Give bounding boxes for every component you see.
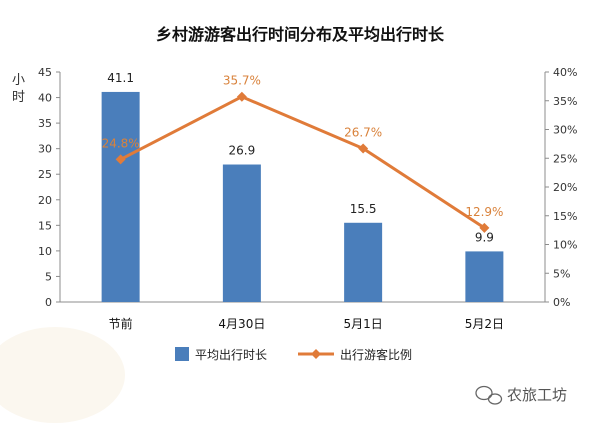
left-tick-label: 0: [45, 296, 52, 309]
legend-label-bar: 平均出行时长: [195, 348, 267, 362]
right-tick-label: 40%: [553, 66, 577, 79]
line-data-label: 12.9%: [465, 205, 503, 219]
watermark-text: 农旅工坊: [507, 386, 567, 404]
right-tick-label: 15%: [553, 210, 577, 223]
bar-data-labels: 41.1 26.9 15.5 9.9: [107, 71, 494, 244]
wechat-bubble-icon: [475, 385, 503, 405]
x-axis-categories: 节前 4月30日 5月1日 5月2日: [109, 316, 504, 331]
left-tick-label: 35: [38, 117, 52, 130]
y-axis-label-char: 时: [12, 90, 25, 105]
bar-data-label: 15.5: [350, 202, 377, 216]
left-tick-label: 20: [38, 194, 52, 207]
left-tick-label: 5: [45, 270, 52, 283]
bar-data-label: 41.1: [107, 71, 134, 85]
line-data-label: 26.7%: [344, 125, 382, 139]
line-point: [358, 143, 369, 154]
chart-title: 乡村游游客出行时间分布及平均出行时长: [156, 25, 445, 44]
left-tick-label: 30: [38, 143, 52, 156]
left-y-ticks: 0 5 10 15 20 25 30 35 40 45: [38, 66, 60, 309]
y-axis-label-char: 小: [12, 73, 25, 88]
line-data-label: 35.7%: [223, 74, 261, 88]
line-point: [115, 154, 126, 165]
watermark: 农旅工坊: [475, 385, 567, 405]
bar: [344, 222, 383, 302]
bar: [465, 251, 504, 302]
left-tick-label: 40: [38, 92, 52, 105]
right-tick-label: 25%: [553, 152, 577, 165]
series-line: [119, 95, 486, 230]
right-tick-label: 5%: [553, 267, 570, 280]
bar-data-label: 9.9: [475, 230, 494, 244]
bar-data-label: 26.9: [229, 144, 256, 158]
right-tick-label: 10%: [553, 239, 577, 252]
line-data-label: 24.8%: [102, 136, 140, 150]
line-point: [236, 91, 247, 102]
bar: [222, 164, 261, 302]
right-tick-label: 30%: [553, 124, 577, 137]
line-data-labels: 24.8% 35.7% 26.7% 12.9%: [102, 74, 504, 219]
bar: [101, 91, 140, 302]
right-tick-label: 0%: [553, 296, 570, 309]
line-point: [479, 222, 490, 233]
x-category-label: 5月1日: [343, 317, 382, 331]
legend-label-line: 出行游客比例: [340, 347, 412, 362]
x-category-label: 节前: [109, 316, 133, 331]
legend-swatch-marker: [311, 349, 321, 359]
legend-swatch-bar: [175, 347, 189, 361]
x-category-label: 4月30日: [218, 317, 265, 331]
right-y-ticks: 0% 5% 10% 15% 20% 25% 30% 35% 40%: [545, 66, 577, 309]
right-tick-label: 35%: [553, 95, 577, 108]
legend: 平均出行时长 出行游客比例: [175, 347, 412, 362]
y-axis-label: 小时: [12, 73, 25, 105]
left-tick-label: 45: [38, 66, 52, 79]
bar-series: [101, 91, 504, 302]
left-tick-label: 10: [38, 245, 52, 258]
left-tick-label: 25: [38, 168, 52, 181]
background-blob: [0, 327, 125, 423]
x-category-label: 5月2日: [465, 317, 504, 331]
left-tick-label: 15: [38, 219, 52, 232]
line-series: [115, 91, 490, 233]
right-tick-label: 20%: [553, 181, 577, 194]
